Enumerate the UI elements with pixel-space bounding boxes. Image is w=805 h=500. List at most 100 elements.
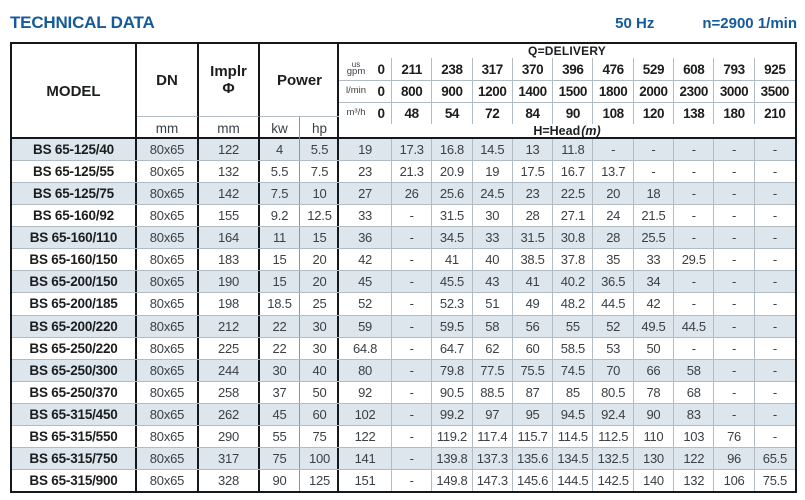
model-cell: BS 65-250/220 bbox=[12, 337, 137, 359]
head-value-cell: 144.5 bbox=[553, 469, 594, 491]
head-value-cell: 49.5 bbox=[634, 315, 675, 337]
head-value-cell: 132.5 bbox=[593, 447, 634, 469]
kw-cell: 90 bbox=[260, 469, 300, 491]
head-values: 27 26 25.6 24.5 23 22.5 20 18- - - bbox=[339, 183, 795, 205]
kw-cell: 9.2 bbox=[260, 205, 300, 227]
table-row: BS 65-250/220 80x65 225 22 30 64.8-64.7 6… bbox=[12, 336, 795, 359]
table-row: BS 65-125/75 80x65 142 7.5 10 27 26 25.6 24… bbox=[12, 182, 795, 205]
kw-cell: 22 bbox=[260, 337, 300, 359]
head-value-cell: - bbox=[392, 205, 433, 227]
head-value-cell: 114.5 bbox=[553, 425, 594, 447]
head-value-cell: 31.5 bbox=[513, 227, 554, 249]
model-cell: BS 65-315/450 bbox=[12, 403, 137, 425]
unit-dn-mm: mm bbox=[137, 117, 199, 139]
hp-cell: 30 bbox=[312, 318, 327, 334]
head-value-cell: 141 bbox=[339, 447, 392, 469]
head-value-cell: - bbox=[714, 315, 755, 337]
kw-cell: 5.5 bbox=[260, 161, 300, 183]
head-value-cell: - bbox=[674, 227, 715, 249]
head-value-cell: 55 bbox=[553, 315, 594, 337]
table-row: BS 65-200/150 80x65 190 15 20 45-45.5 43 4… bbox=[12, 270, 795, 293]
head-value-cell: 49 bbox=[513, 293, 554, 315]
table-row: BS 65-315/900 80x65 328 90 125 151-149.8… bbox=[12, 468, 795, 491]
head-value-cell: - bbox=[634, 139, 675, 161]
head-value-cell: 68 bbox=[674, 381, 715, 403]
flow-value-cell: 238 bbox=[432, 58, 473, 80]
head-value-cell: - bbox=[714, 381, 755, 403]
head-value-cell: - bbox=[674, 205, 715, 227]
head-value-cell: 77.5 bbox=[473, 359, 513, 381]
flow-value-cell: 370 bbox=[513, 58, 554, 80]
head-unit: (m) bbox=[581, 124, 601, 138]
hp-cell: 125 bbox=[308, 472, 331, 488]
hp-cell: 50 bbox=[312, 384, 327, 400]
head-value-cell: 132 bbox=[674, 469, 715, 491]
head-value-cell: - bbox=[772, 362, 777, 378]
flow-value-cell: 529 bbox=[634, 58, 675, 80]
head-value-cell: 58 bbox=[473, 315, 513, 337]
column-header-dn: DN bbox=[137, 44, 199, 117]
flow-value-cell: 1400 bbox=[513, 81, 554, 102]
head-value-cell: 102 bbox=[339, 403, 392, 425]
head-value-cell: - bbox=[392, 249, 433, 271]
head-value-cell: 44.5 bbox=[593, 293, 634, 315]
head-value-cell: 33 bbox=[473, 227, 513, 249]
hp-cell: 75 bbox=[312, 428, 327, 444]
head-values: 64.8-64.7 62 60 58.5 53 50- - - bbox=[339, 337, 795, 359]
head-values: 141-139.8 137.3 135.6 134.5 132.5 130 122 96 65.… bbox=[339, 447, 795, 469]
flow-unit-label: l/min bbox=[345, 85, 367, 97]
flow-value-cell: 925 bbox=[764, 61, 786, 77]
impeller-cell: 142 bbox=[199, 183, 260, 205]
hp-cell: 20 bbox=[312, 274, 327, 290]
flow-unit-cell: l/min 0 bbox=[339, 81, 392, 102]
head-value-cell: 90.5 bbox=[432, 381, 473, 403]
head-value-cell: - bbox=[772, 164, 777, 180]
head-value-cell: - bbox=[772, 274, 777, 290]
head-value-cell: 96 bbox=[714, 447, 755, 469]
pump-data-table: MODEL DN Implr Φ Power mm mm kw hp Q=DEL… bbox=[10, 42, 797, 493]
head-value-cell: 85 bbox=[553, 381, 594, 403]
impeller-cell: 212 bbox=[199, 315, 260, 337]
head-value-cell: 13.7 bbox=[593, 161, 634, 183]
head-value-cell: 145.6 bbox=[513, 469, 554, 491]
unit-impeller-mm: mm bbox=[199, 117, 260, 139]
head-value-cell: 27 bbox=[339, 183, 392, 205]
flow-value-cell: 1200 bbox=[473, 81, 513, 102]
head-value-cell: - bbox=[392, 425, 433, 447]
model-cell: BS 65-200/185 bbox=[12, 293, 137, 315]
kw-cell: 4 bbox=[260, 139, 300, 161]
hp-cell: 10 bbox=[312, 186, 327, 202]
impeller-cell: 258 bbox=[199, 381, 260, 403]
flow-value-cell: 3500 bbox=[760, 84, 790, 99]
head-values: 36-34.5 33 31.5 30.8 28 25.5- - - bbox=[339, 227, 795, 249]
flow-value-cell: 2300 bbox=[674, 81, 715, 102]
head-value-cell: - bbox=[772, 186, 777, 202]
head-values: 80-79.8 77.5 75.5 74.5 70 66 58- - bbox=[339, 359, 795, 381]
flow-value-cell: 608 bbox=[674, 58, 715, 80]
model-cell: BS 65-200/220 bbox=[12, 315, 137, 337]
impeller-cell: 290 bbox=[199, 425, 260, 447]
head-value-cell: 52 bbox=[339, 293, 392, 315]
head-value-cell: 19 bbox=[339, 139, 392, 161]
dn-cell: 80x65 bbox=[137, 447, 199, 469]
kw-cell: 15 bbox=[260, 249, 300, 271]
model-cell: BS 65-125/55 bbox=[12, 161, 137, 183]
head-value-cell: - bbox=[714, 337, 755, 359]
table-body: BS 65-125/40 80x65 122 4 5.5 19 17.3 16.8 1… bbox=[12, 139, 795, 491]
kw-cell: 7.5 bbox=[260, 183, 300, 205]
flow-units-row: m³/h 0 48 54 72 84 90 108 120 138 180 210 bbox=[339, 102, 795, 124]
model-cell: BS 65-125/40 bbox=[12, 139, 137, 161]
dn-cell: 80x65 bbox=[137, 183, 199, 205]
head-value-cell: - bbox=[392, 293, 433, 315]
head-value-cell: - bbox=[772, 208, 777, 224]
column-header-model: MODEL bbox=[12, 44, 137, 139]
flow-value-cell: 800 bbox=[392, 81, 433, 102]
head-value-cell: 106 bbox=[714, 469, 755, 491]
table-row: BS 65-125/40 80x65 122 4 5.5 19 17.3 16.8 1… bbox=[12, 139, 795, 161]
flow-value-cell: 84 bbox=[513, 103, 554, 124]
head-value-cell: - bbox=[392, 447, 433, 469]
head-value-cell: 87 bbox=[513, 381, 554, 403]
impeller-cell: 317 bbox=[199, 447, 260, 469]
head-value-cell: 40 bbox=[473, 249, 513, 271]
head-value-cell: 42 bbox=[339, 249, 392, 271]
